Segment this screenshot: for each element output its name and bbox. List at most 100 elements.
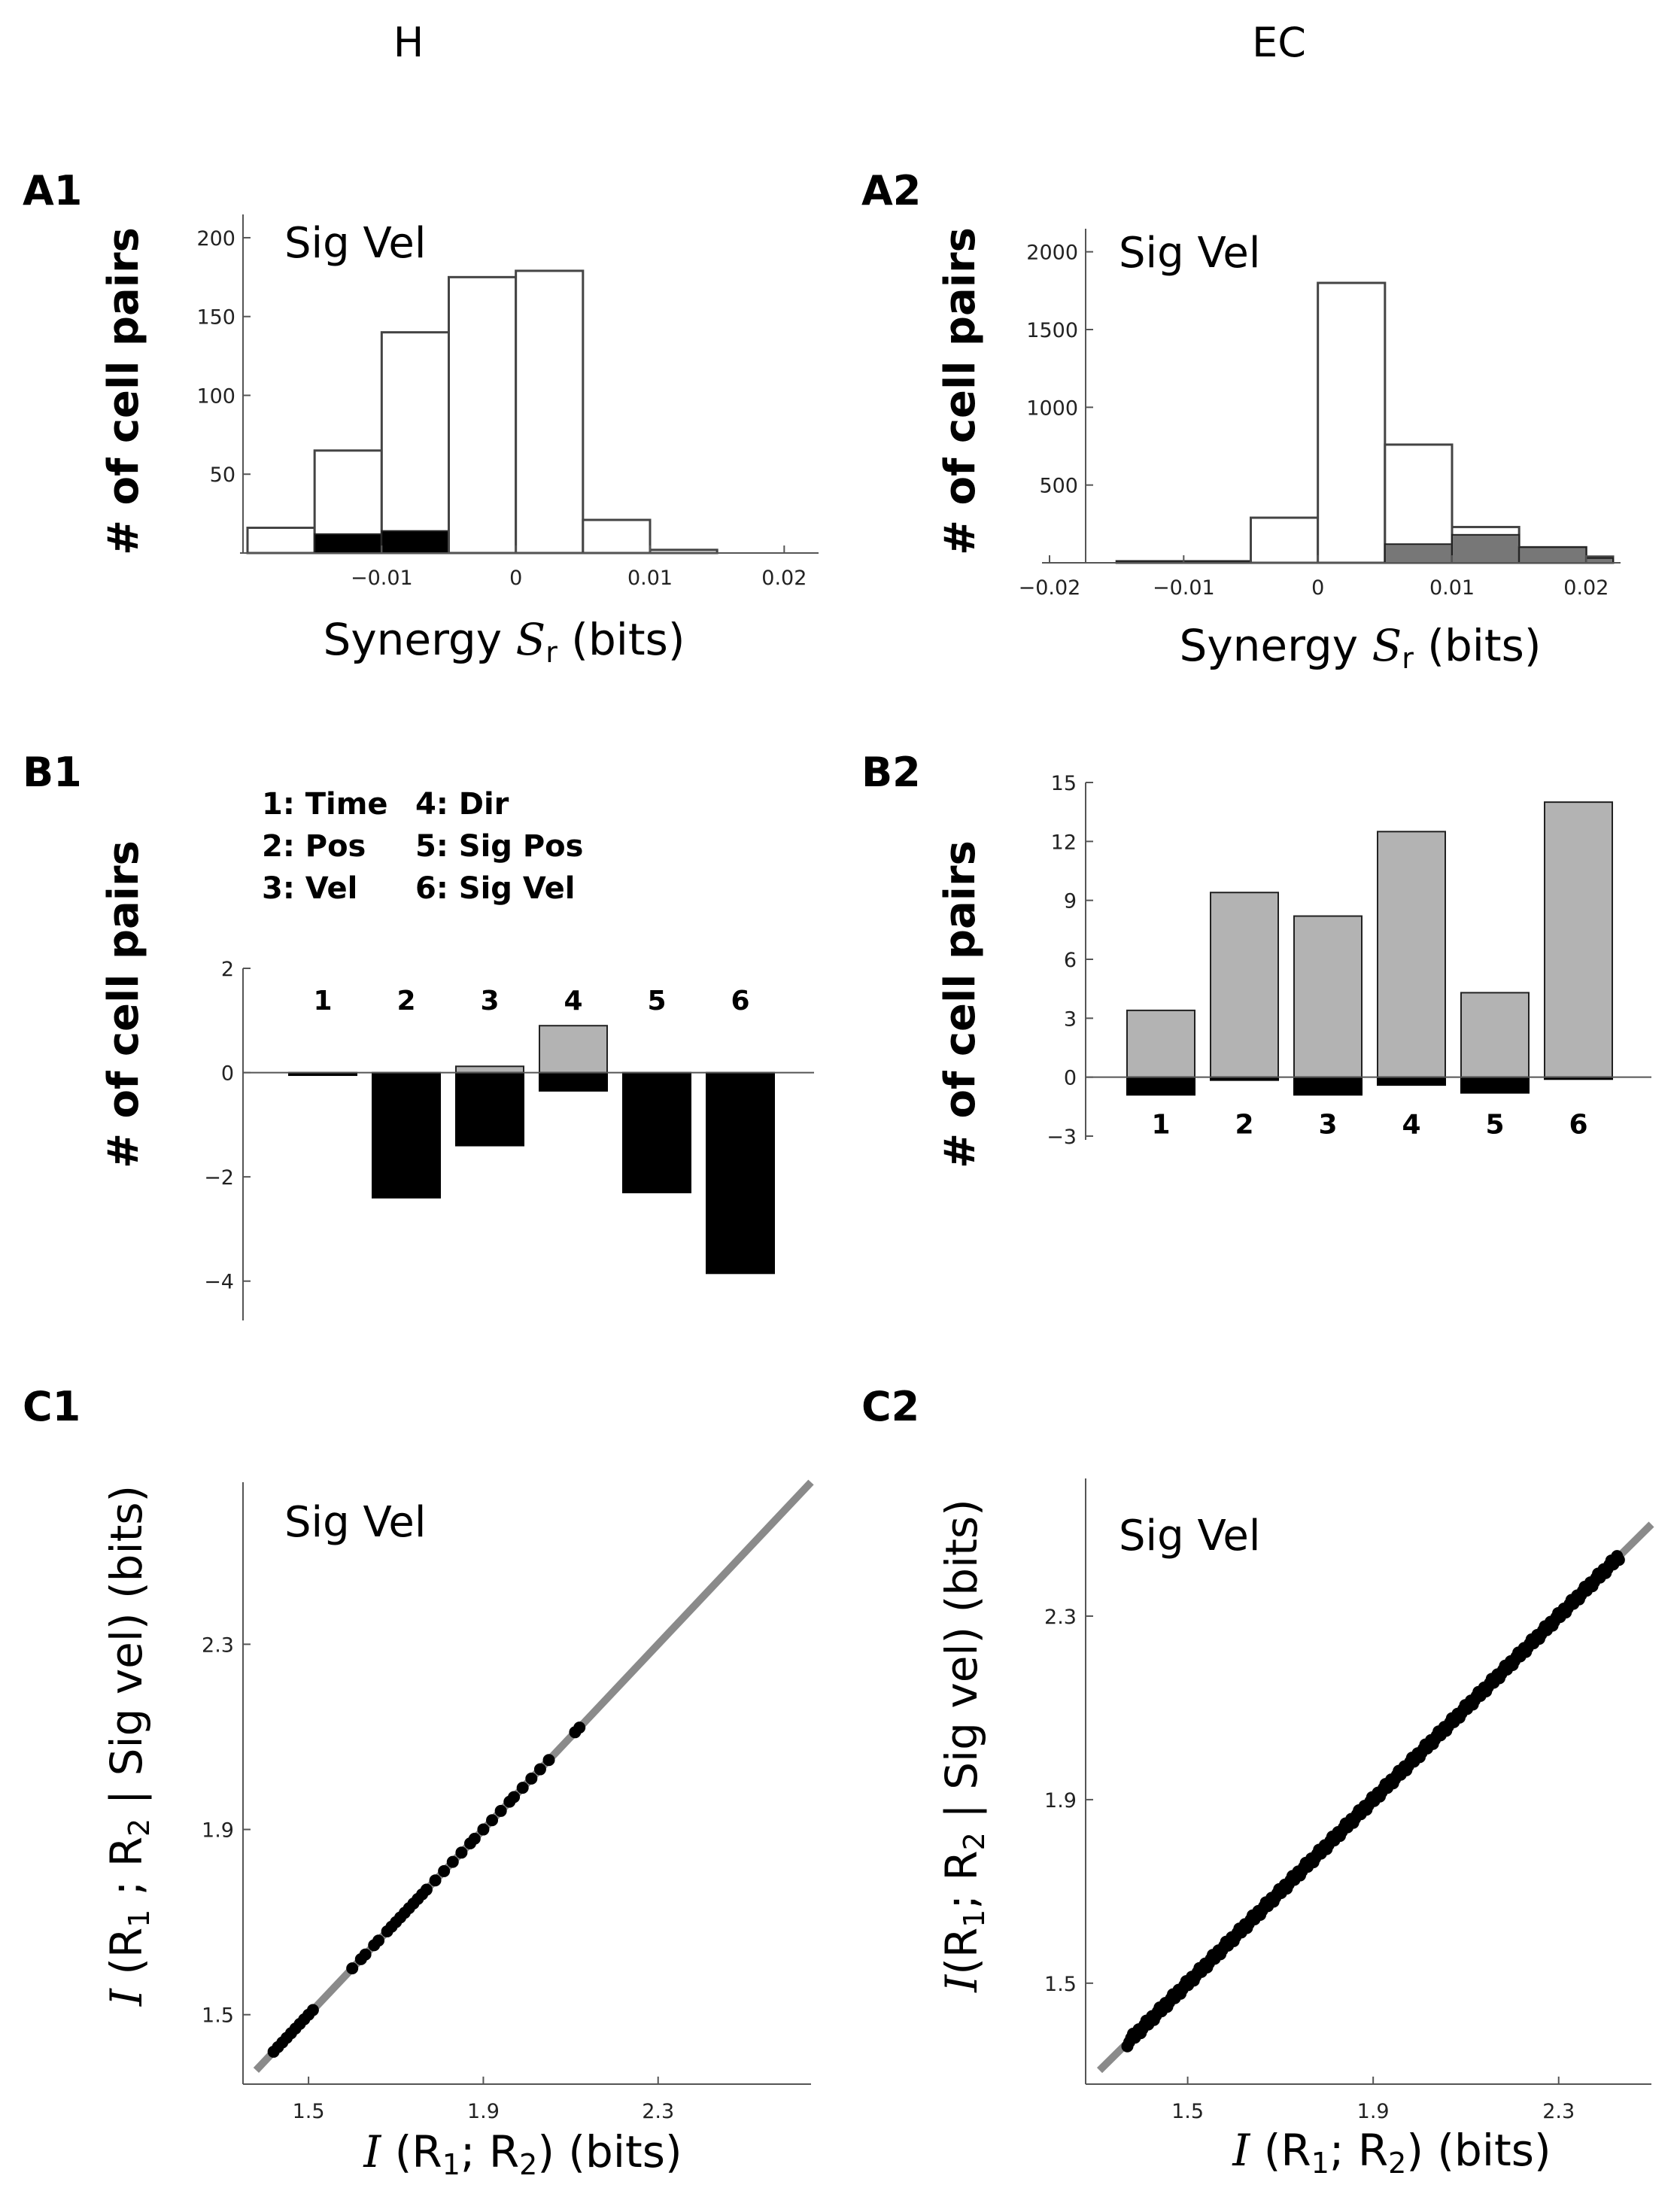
chart-c2-ylabel-r1: (R: [936, 1928, 987, 1975]
chart-c2-xlabel-sub1: 1: [1311, 2147, 1329, 2180]
bar-positive: [1460, 992, 1530, 1078]
scatter-point: [306, 2004, 319, 2016]
chart-a1: Sig Vel # of cell pairs Synergy Sr (bits…: [99, 214, 819, 669]
category-label: 6: [731, 986, 749, 1016]
category-label: 2: [396, 986, 415, 1016]
bar-positive: [1293, 915, 1363, 1078]
chart-b1-legend: 1: Time 2: Pos 3: Vel 4: Dir 5: Sig Pos …: [262, 787, 583, 906]
chart-a1-xlabel-symbol: S: [516, 614, 546, 665]
bar-negative: [1460, 1076, 1530, 1094]
y-tick-label: −4: [204, 1271, 234, 1294]
y-tick-label: 100: [196, 384, 235, 408]
chart-c2-ylabel: I(R1; R2 | Sig vel) (bits): [936, 1499, 991, 1992]
panel-label-c2: C2: [861, 1383, 919, 1430]
panel-label-b1: B1: [23, 749, 82, 796]
chart-c1-ylabel-sub2: 2: [123, 1819, 156, 1837]
scatter-point: [438, 1864, 451, 1877]
y-tick-label: −3: [1047, 1126, 1077, 1149]
legend-entry-1: 1: Time: [262, 787, 388, 822]
y-tick-label: 200: [196, 227, 235, 251]
x-tick-label: 1.9: [1357, 2100, 1390, 2123]
y-tick-label: 6: [1064, 949, 1077, 972]
y-tick-label: 3: [1064, 1007, 1077, 1031]
bar-negative: [706, 1071, 775, 1275]
scatter-point: [533, 1763, 546, 1776]
chart-c2-ylabel-symbol: I: [936, 1974, 987, 1993]
y-tick-label: 1.9: [1044, 1789, 1077, 1813]
panel-label-a2: A2: [861, 167, 921, 214]
chart-c1-ylabel: I (R1 ; R2 | Sig vel) (bits): [101, 1485, 156, 2007]
histogram-sig-bar: [1518, 546, 1587, 564]
x-tick-label: 2.3: [642, 2100, 674, 2123]
chart-c2-ylabel-sub1: 1: [958, 1910, 991, 1928]
x-tick-label: 0.01: [1429, 576, 1475, 600]
chart-a2-ylabel: # of cell pairs: [936, 227, 985, 555]
category-label: 4: [1402, 1110, 1420, 1141]
x-tick-label: 0: [509, 567, 522, 590]
bar-negative: [1293, 1076, 1363, 1096]
chart-a2-xlabel: Synergy Sr (bits): [1180, 620, 1542, 675]
histogram-sig-bar: [1384, 543, 1454, 564]
category-label: 1: [313, 986, 332, 1016]
bar-negative: [1377, 1076, 1446, 1086]
x-tick-label: 0.02: [761, 567, 807, 590]
bar-negative: [622, 1071, 691, 1193]
category-label: 3: [480, 986, 499, 1016]
x-tick-label: 0.01: [627, 567, 673, 590]
y-tick-label: 150: [196, 306, 235, 330]
category-label: 2: [1235, 1110, 1253, 1141]
y-tick-label: 0: [1064, 1067, 1077, 1090]
chart-c1-ylabel-rest: | Sig vel) (bits): [101, 1485, 152, 1819]
chart-c2: Sig Vel I (R1; R2) (bits) I(R1; R2 | Sig…: [936, 1478, 1654, 2180]
chart-c2-xlabel-unit: ) (bits): [1406, 2125, 1551, 2176]
chart-c2-title: Sig Vel: [1119, 1512, 1260, 1560]
scatter-point: [573, 1721, 586, 1734]
y-tick-label: 12: [1051, 831, 1077, 854]
y-tick-label: 50: [210, 463, 235, 487]
scatter-point: [446, 1855, 459, 1868]
chart-a1-title: Sig Vel: [284, 219, 426, 268]
scatter-point: [516, 1782, 529, 1794]
y-tick-label: 1.5: [1044, 1973, 1077, 1996]
legend-entry-4: 4: Dir: [415, 787, 509, 822]
y-tick-label: 9: [1064, 890, 1077, 913]
x-tick-label: −0.01: [1153, 576, 1215, 600]
chart-a1-xlabel-unit: (bits): [557, 614, 685, 665]
chart-c1-xlabel-sub1: 1: [442, 2148, 460, 2181]
scatter-point: [508, 1791, 521, 1803]
chart-a2-xlabel-text: Synergy: [1180, 620, 1372, 671]
legend-entry-3: 3: Vel: [262, 871, 357, 906]
histogram-bar: [380, 331, 451, 555]
chart-a2-xlabel-subscript: r: [1402, 642, 1414, 675]
y-tick-label: 2000: [1026, 242, 1078, 265]
scatter-point: [468, 1832, 481, 1845]
chart-c1-xlabel-r1: (R: [381, 2126, 442, 2177]
chart-c1-ylabel-r1: (R: [101, 1928, 152, 1989]
bar-negative: [539, 1071, 608, 1092]
y-tick-label: 2: [221, 958, 234, 981]
chart-a2-xlabel-unit: (bits): [1414, 620, 1542, 671]
bar-positive: [1126, 1009, 1195, 1078]
y-tick-label: 15: [1051, 772, 1077, 795]
scatter-point: [1612, 1554, 1625, 1566]
category-label: 4: [564, 986, 582, 1016]
x-tick-label: 1.5: [293, 2100, 325, 2123]
scatter-point: [525, 1772, 538, 1785]
chart-c1-ylabel-sub1: 1: [123, 1910, 156, 1928]
chart-c2-xlabel-r1: (R: [1250, 2125, 1311, 2176]
chart-a2-title: Sig Vel: [1119, 229, 1260, 278]
chart-c1-title: Sig Vel: [284, 1498, 426, 1547]
x-tick-label: −0.01: [351, 567, 413, 590]
panel-label-c1: C1: [23, 1383, 81, 1430]
histogram-bar: [1317, 281, 1387, 564]
chart-c1-xlabel: I (R1; R2) (bits): [363, 2126, 682, 2181]
bar-positive: [455, 1065, 524, 1074]
x-tick-label: 0: [1311, 576, 1324, 600]
y-tick-label: 0: [221, 1062, 234, 1086]
chart-a1-ylabel: # of cell pairs: [99, 227, 148, 555]
scatter-point: [494, 1804, 507, 1817]
chart-c1-ylabel-r2: ; R: [101, 1837, 152, 1910]
histogram-sig-bar: [1451, 533, 1521, 564]
histogram-bar: [246, 526, 316, 555]
